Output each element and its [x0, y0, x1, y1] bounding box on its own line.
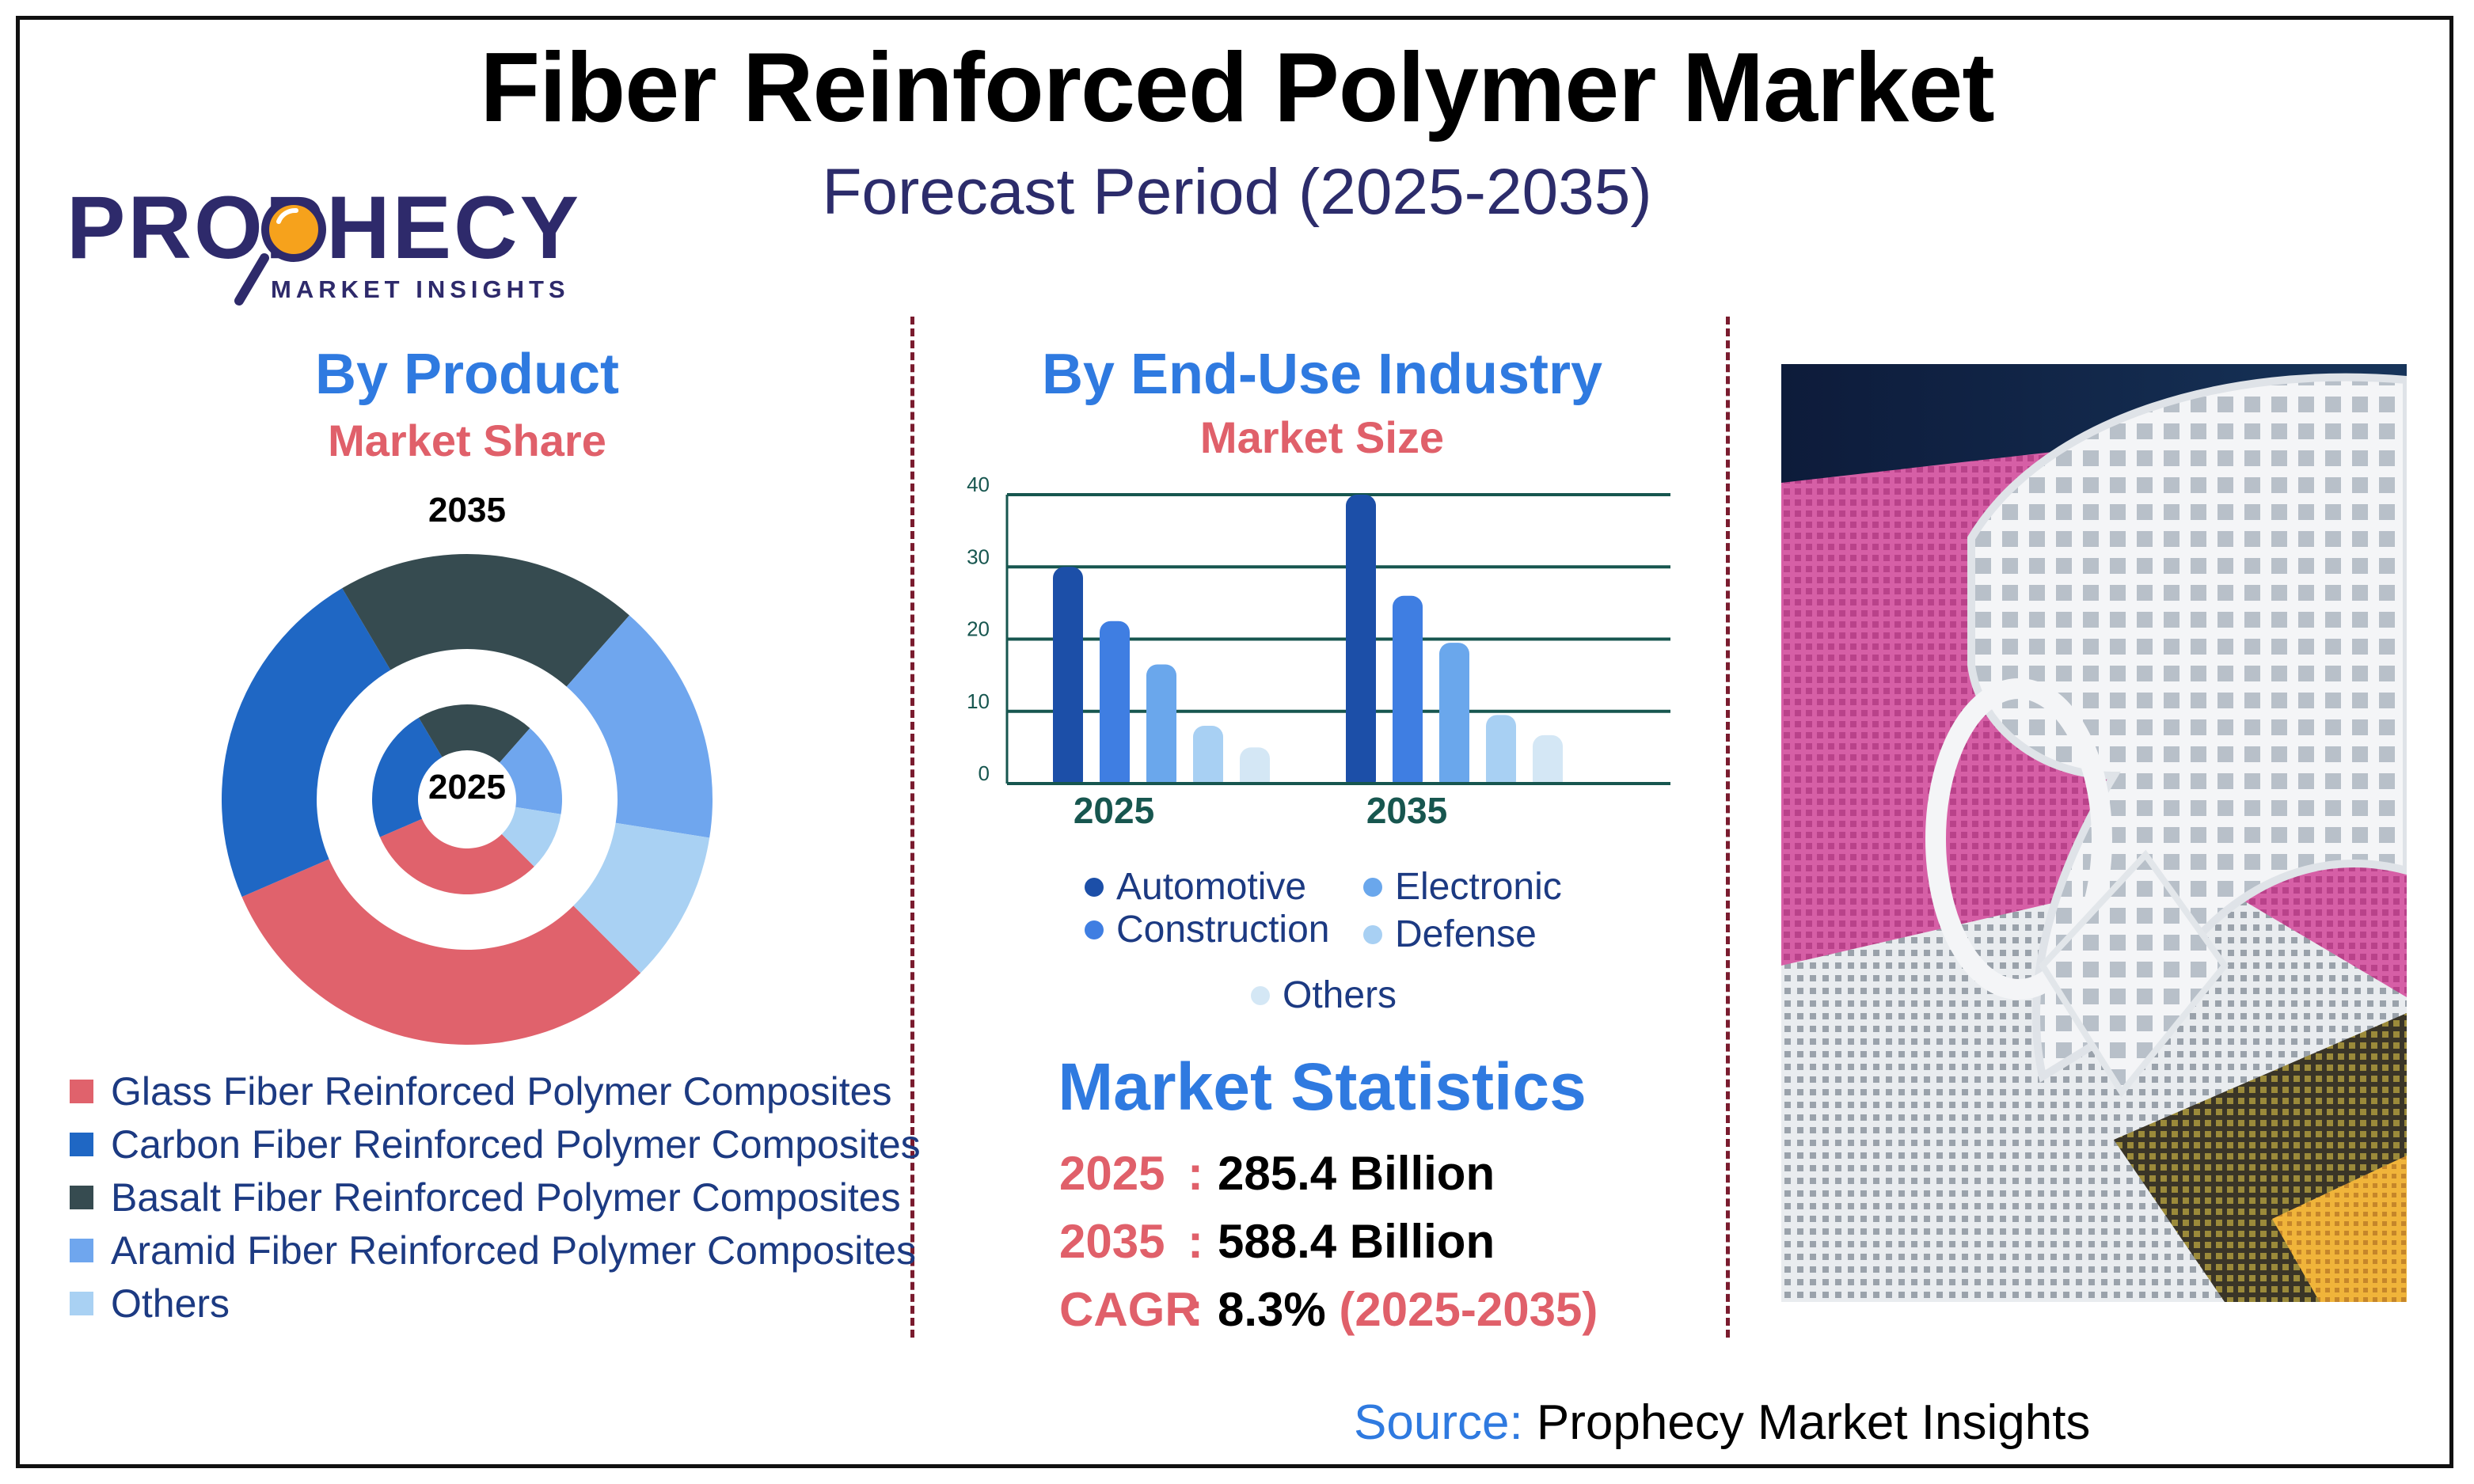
x-tick-2025: 2025 — [1074, 790, 1154, 831]
donut-2035-slice-others — [573, 822, 710, 974]
legend-electronic: Electronic — [1363, 865, 1562, 909]
industry-bar-chart: 0 10 20 30 40 2025 2035 — [967, 473, 1672, 831]
legend-swatch — [70, 1132, 93, 1156]
bar-2025-others — [1240, 747, 1270, 791]
stat-value: 285.4 Billion — [1217, 1147, 1495, 1200]
x-tick-2035: 2035 — [1366, 790, 1447, 831]
donut-2035-slice-aramid — [566, 615, 713, 838]
legend-item-carbon: Carbon Fiber Reinforced Polymer Composit… — [70, 1118, 921, 1171]
legend-item-others: Others — [70, 1277, 921, 1330]
legend-label: Basalt Fiber Reinforced Polymer Composit… — [111, 1175, 901, 1220]
stat-key: 2035 — [1059, 1215, 1165, 1268]
legend-swatch — [70, 1238, 93, 1262]
legend-item-basalt: Basalt Fiber Reinforced Polymer Composit… — [70, 1171, 921, 1224]
stat-value: 588.4 Billion — [1217, 1215, 1495, 1268]
product-legend: Glass Fiber Reinforced Polymer Composite… — [70, 1065, 921, 1330]
stat-key: 2025 — [1059, 1147, 1165, 1200]
y-tick-0: 0 — [979, 761, 990, 785]
source-note: Source: Prophecy Market Insights — [1354, 1395, 2090, 1451]
legend-dot-construction — [1085, 920, 1104, 939]
legend-swatch — [70, 1079, 93, 1103]
legend-swatch — [70, 1291, 93, 1315]
baseline-mask — [1009, 785, 1672, 796]
donut-center — [420, 752, 515, 847]
legend-label-defense: Defense — [1395, 913, 1537, 955]
product-donut-chart — [221, 554, 713, 1045]
donut-2025-slice-others — [501, 807, 561, 867]
y-tick-20: 20 — [967, 617, 990, 641]
infographic-frame — [16, 16, 2453, 1468]
stat-key: CAGR — [1059, 1283, 1199, 1336]
legend-label: Others — [111, 1281, 230, 1326]
divider-right — [1726, 317, 1730, 1338]
donut-inner-year: 2025 — [428, 768, 506, 807]
legend-label-others: Others — [1283, 974, 1397, 1016]
bar-2035-others — [1533, 734, 1563, 791]
product-heading: By Product — [314, 343, 620, 406]
donut-2035-slice-basalt — [342, 554, 630, 687]
page-subtitle: Forecast Period (2025-2035) — [822, 156, 1652, 228]
y-tick-30: 30 — [967, 545, 990, 568]
magnifier-handle-icon — [234, 253, 269, 306]
divider-left — [910, 317, 914, 1338]
industry-heading: By End-Use Industry — [1041, 343, 1603, 406]
fiber-mesh-photo — [1781, 364, 2407, 1302]
statistics-heading: Market Statistics — [1058, 1049, 1587, 1124]
legend-defense: Defense — [1363, 913, 1537, 956]
legend-label-electronic: Electronic — [1395, 866, 1562, 908]
bar-2025-automotive — [1053, 567, 1083, 791]
page-title: Fiber Reinforced Polymer Market — [480, 33, 1994, 142]
stat-row-2025: 2025:285.4 Billion — [1059, 1147, 1495, 1200]
donut-2025-slice-basalt — [418, 704, 530, 763]
stat-period: (2025-2035) — [1339, 1283, 1598, 1336]
donut-2035-slice-glass — [241, 859, 641, 1045]
donut-2025-slice-carbon — [372, 717, 443, 837]
logo-wordmark-svg: PROPHECY — [67, 178, 579, 277]
legend-label: Carbon Fiber Reinforced Polymer Composit… — [111, 1122, 921, 1167]
bar-2035-construction — [1393, 595, 1423, 791]
bar-2025-defense — [1193, 726, 1223, 791]
y-tick-10: 10 — [967, 689, 990, 713]
y-tick-40: 40 — [967, 473, 990, 496]
legend-item-aramid: Aramid Fiber Reinforced Polymer Composit… — [70, 1224, 921, 1277]
legend-construction: Construction — [1085, 908, 1329, 951]
legend-dot-electronic — [1363, 877, 1382, 897]
legend-label: Glass Fiber Reinforced Polymer Composite… — [111, 1068, 892, 1114]
legend-label: Aramid Fiber Reinforced Polymer Composit… — [111, 1228, 917, 1273]
legend-automotive: Automotive — [1085, 865, 1306, 909]
product-subheading: Market Share — [328, 416, 606, 465]
industry-subheading: Market Size — [1199, 412, 1445, 462]
source-label: Source: — [1354, 1395, 1523, 1450]
prophecy-logo: PROPHECY MARKET INSIGHTS — [67, 178, 589, 306]
bar-2035-defense — [1486, 715, 1516, 791]
bar-2035-electronic — [1439, 643, 1469, 791]
legend-dot-automotive — [1085, 877, 1104, 897]
source-value: Prophecy Market Insights — [1536, 1395, 2091, 1450]
legend-label-construction: Construction — [1116, 909, 1330, 951]
donut-2025-slice-glass — [379, 818, 534, 894]
stat-row-cagr: CAGR: 8.3% (2025-2035) — [1059, 1283, 1598, 1336]
logo-wordmark: PROPHECY — [67, 178, 589, 294]
donut-outer-year: 2035 — [428, 491, 506, 529]
donut-2025-slice-aramid — [500, 727, 562, 814]
bar-2035-automotive — [1346, 495, 1376, 791]
magnifier-icon — [261, 197, 326, 262]
legend-others: Others — [1251, 974, 1397, 1017]
stat-row-2035: 2035:588.4 Billion — [1059, 1215, 1495, 1268]
bar-2025-electronic — [1146, 664, 1176, 791]
legend-swatch — [70, 1185, 93, 1209]
legend-label-automotive: Automotive — [1116, 866, 1307, 908]
bar-2025-construction — [1100, 621, 1130, 791]
legend-dot-defense — [1363, 924, 1382, 944]
logo-subtitle: MARKET INSIGHTS — [271, 275, 570, 303]
stat-value: 8.3% — [1217, 1283, 1326, 1336]
legend-dot-others — [1251, 985, 1270, 1005]
legend-item-glass: Glass Fiber Reinforced Polymer Composite… — [70, 1065, 921, 1118]
donut-2035-slice-carbon — [221, 588, 391, 898]
